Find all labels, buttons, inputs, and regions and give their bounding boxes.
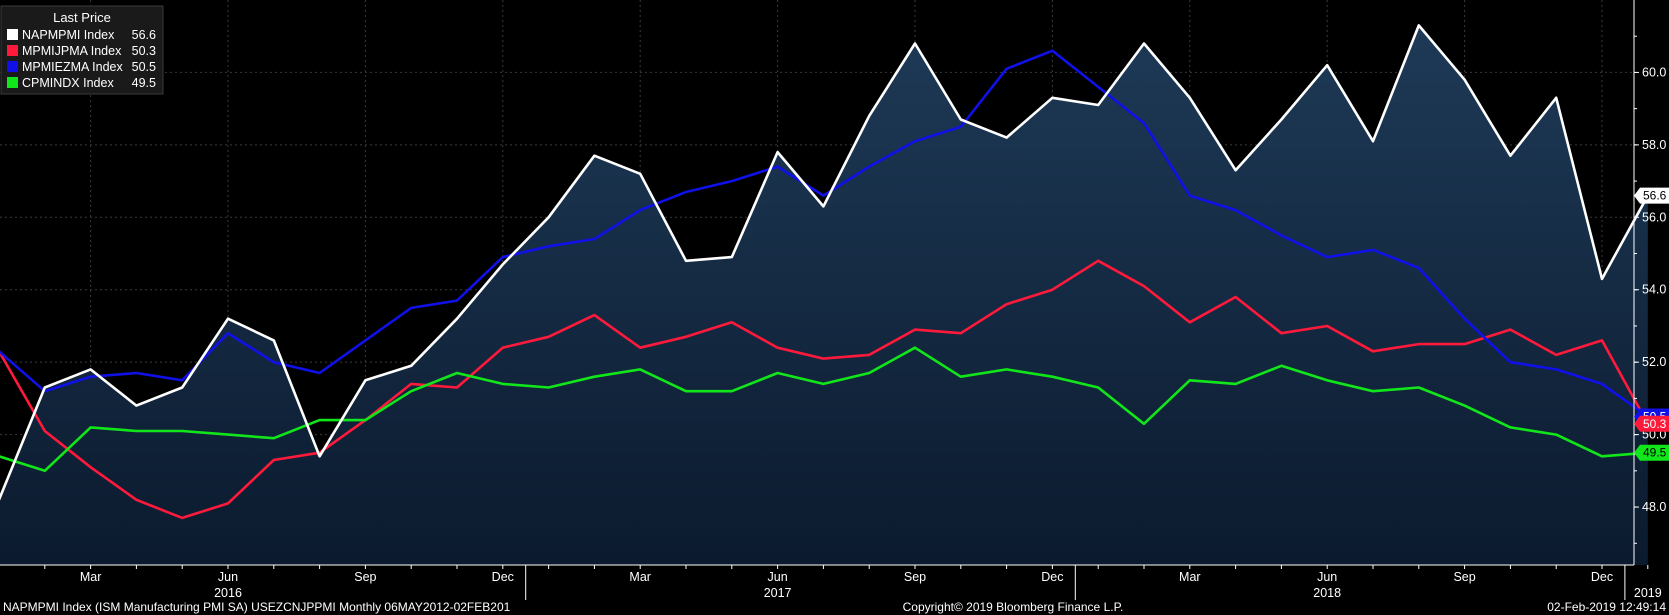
legend-title: Last Price (53, 10, 111, 25)
last-price-tag: 50.3 (1634, 415, 1669, 432)
legend-label-cpmindx: CPMINDX Index (22, 76, 114, 90)
legend: Last Price NAPMPMI Index 56.6 MPMIJPMA I… (0, 5, 164, 95)
year-label: 2016 (214, 586, 242, 600)
last-price-tags: 50.550.349.556.6 (1634, 187, 1669, 461)
legend-item: CPMINDX Index 49.5 (7, 76, 156, 90)
legend-background (0, 5, 164, 95)
legend-swatch-napmpmi (7, 29, 18, 40)
tag-label: 50.3 (1643, 417, 1667, 431)
series-line-mpmiezma (0, 49, 1649, 418)
tag-label: 56.6 (1643, 189, 1667, 203)
y-tick-label: 56.0 (1642, 210, 1666, 224)
x-tick-label: Sep (354, 570, 376, 584)
legend-value-napmpmi: 56.6 (132, 28, 156, 42)
x-tick-label: Jun (218, 570, 238, 584)
series-lines (0, 24, 1649, 520)
last-price-tag: 49.5 (1634, 444, 1669, 461)
x-tick-label: Jun (1317, 570, 1337, 584)
legend-swatch-mpmijpma (7, 45, 18, 56)
footer: NAPMPMI Index (ISM Manufacturing PMI SA)… (3, 600, 1666, 614)
y-tick-label: 54.0 (1642, 283, 1666, 297)
legend-swatch-cpmindx (7, 77, 18, 88)
legend-item: MPMIEZMA Index 50.5 (7, 60, 156, 74)
year-label: 2017 (764, 586, 792, 600)
legend-item: MPMIJPMA Index 50.3 (7, 44, 156, 58)
legend-value-cpmindx: 49.5 (132, 76, 156, 90)
x-tick-label: Dec (1591, 570, 1613, 584)
y-tick-label: 52.0 (1642, 355, 1666, 369)
legend-swatch-mpmiezma (7, 61, 18, 72)
tag-shape (1634, 444, 1669, 461)
tag-shape (1634, 415, 1669, 432)
year-label: 2019 (1634, 586, 1662, 600)
year-label: 2018 (1313, 586, 1341, 600)
y-tick-label: 48.0 (1642, 500, 1666, 514)
legend-item: NAPMPMI Index 56.6 (7, 28, 156, 42)
last-price-tag: 56.6 (1634, 187, 1669, 204)
series-line-napmpmi (0, 24, 1649, 501)
y-tick-label: 60.0 (1642, 65, 1666, 79)
area-fill (0, 25, 1648, 565)
footer-timestamp: 02-Feb-2019 12:49:14 (1547, 600, 1666, 614)
x-tick-label: Dec (1041, 570, 1063, 584)
x-tick-label: Mar (629, 570, 651, 584)
x-tick-label: Mar (1179, 570, 1201, 584)
tag-label: 49.5 (1643, 446, 1667, 460)
x-tick-label: Jun (768, 570, 788, 584)
legend-label-napmpmi: NAPMPMI Index (22, 28, 115, 42)
legend-label-mpmijpma: MPMIJPMA Index (22, 44, 122, 58)
series-line-cpmindx (0, 346, 1648, 473)
footer-copyright: Copyright© 2019 Bloomberg Finance L.P. (903, 600, 1124, 614)
legend-label-mpmiezma: MPMIEZMA Index (22, 60, 123, 74)
x-tick-label: Dec (492, 570, 514, 584)
x-tick-label: Sep (1453, 570, 1475, 584)
x-tick-label: Mar (80, 570, 102, 584)
x-tick-label: Sep (904, 570, 926, 584)
area-napmpmi (0, 25, 1648, 565)
footer-description: NAPMPMI Index (ISM Manufacturing PMI SA)… (3, 600, 511, 614)
legend-value-mpmijpma: 50.3 (132, 44, 156, 58)
series-line-mpmijpma (0, 259, 1649, 520)
tag-shape (1634, 187, 1669, 204)
y-tick-label: 58.0 (1642, 138, 1666, 152)
legend-value-mpmiezma: 50.5 (132, 60, 156, 74)
